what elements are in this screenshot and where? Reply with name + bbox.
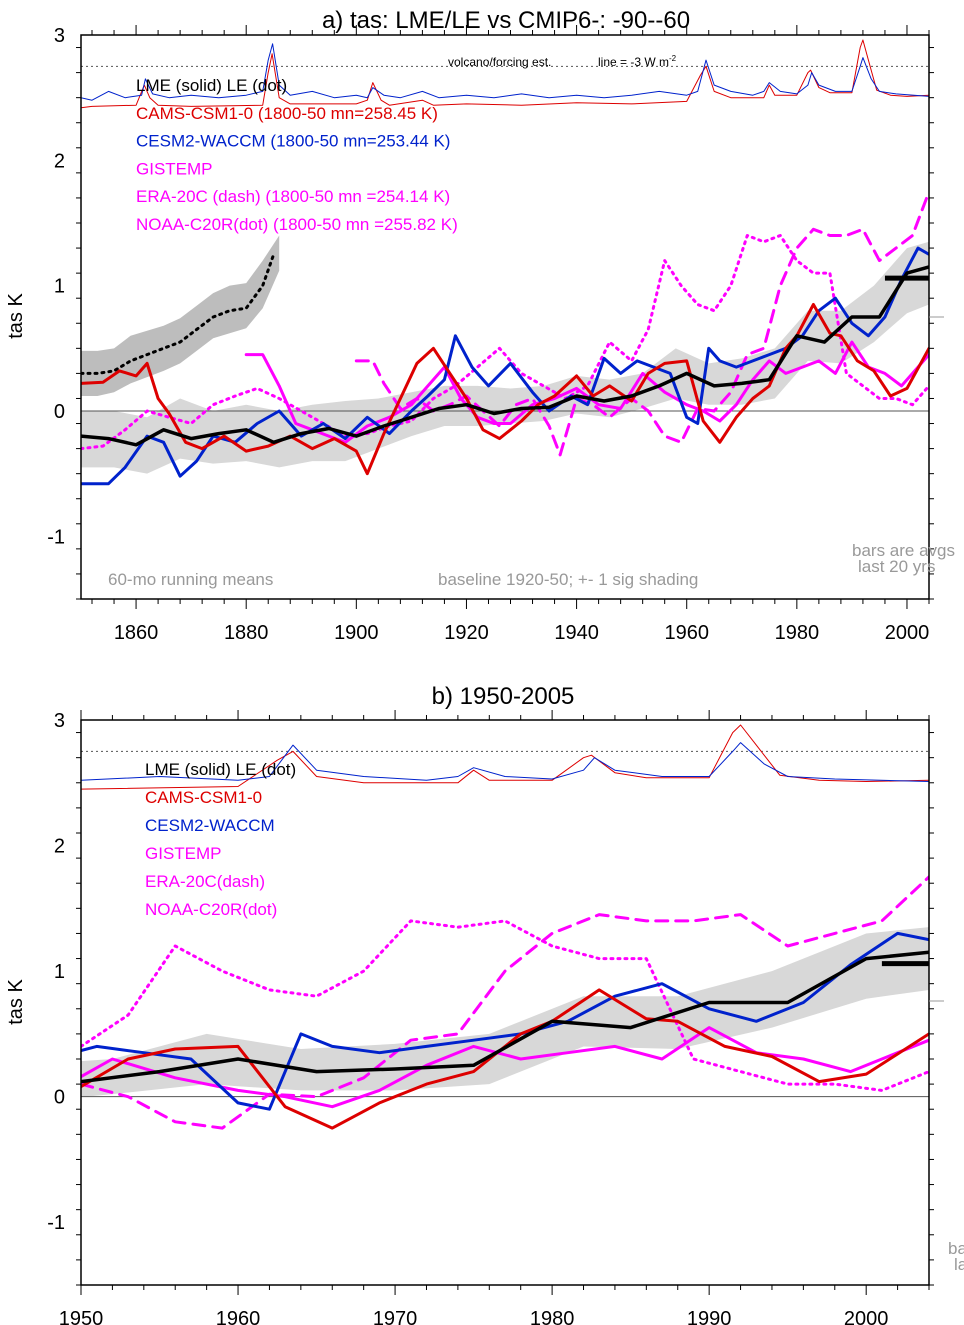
panel-a-series [81,39,929,486]
x-tick-label: 1960 [216,1308,261,1325]
panel-b: b) 1950-2005 tas K 1950 1960 1970 1980 1990 2… [5,683,964,1325]
panel-b-legend: LME (solid) LE (dot) CAMS-CSM1-0 CESM2-WAC… [145,760,296,919]
legend-item: ERA-20C (dash) (1800-50 mn =254.14 K) [136,187,450,206]
x-tick-label: 1990 [687,1308,732,1325]
x-tick-label: 1980 [530,1308,575,1325]
panel-a-title: a) tas: LME/LE vs CMIP6-: -90--60 [322,7,690,34]
panel-a-ylabel: tas K [5,293,27,339]
y-tick-label: 0 [54,1087,65,1109]
panel-b-series [81,724,929,1130]
series-cesm2-waccm [81,931,929,1111]
shade-lme-1-sig [81,241,929,474]
legend-item: CESM2-WACCM [145,816,275,835]
legend-item: NOAA-C20R(dot) (1800-50 mn =255.82 K) [136,215,458,234]
series-lme-solid [81,265,929,447]
panel-a-note-line: line = -3 W m-2 [598,54,677,69]
series-le-dot [81,252,276,375]
x-tick-label: 2000 [885,622,930,644]
series-noaa-c20r-dot [81,234,929,451]
y-tick-label: 3 [54,25,65,47]
x-tick-label: 1900 [334,622,379,644]
legend-item: GISTEMP [136,159,213,178]
x-tick-label: 1880 [224,622,269,644]
legend-item: CESM2-WACCM (1800-50 mn=253.44 K) [136,132,450,151]
panel-a-note-line-sup: -2 [669,54,677,63]
legend-item: CAMS-CSM1-0 (1800-50 mn=258.45 K) [136,104,438,123]
legend-item: CAMS-CSM1-0 [145,788,262,807]
y-tick-label: 2 [54,836,65,858]
panel-a-note-bars-1: bars are avgs [852,541,955,560]
y-tick-label: 1 [54,276,65,298]
y-tick-label: 3 [54,710,65,732]
panel-a-note-bars-2: last 20 yrs [858,557,935,576]
series-gistemp [81,1026,929,1109]
panel-b-frame [80,719,930,1286]
panel-b-ylabel: tas K [5,979,27,1025]
legend-item: GISTEMP [145,844,222,863]
x-tick-label: 1940 [554,622,599,644]
panel-a-ticks: 1860 1880 1900 1920 1940 1960 1980 2000 -1 0 1 2 3 [47,25,934,644]
y-tick-label: 0 [54,401,65,423]
y-tick-label: -1 [47,526,65,548]
series-cams-csm1-0 [81,988,929,1130]
legend-item: LME (solid) LE (dot) [136,76,287,95]
legend-item: LME (solid) LE (dot) [145,760,296,779]
series-cams-csm1-0-forcing [81,39,929,109]
x-tick-label: 1980 [775,622,820,644]
panel-a-note-baseline: baseline 1920-50; +- 1 sig shading [438,570,698,589]
series-lme-solid [81,950,929,1084]
y-tick-label: 2 [54,150,65,172]
x-tick-label: 1950 [59,1308,104,1325]
series-cesm2-waccm-forcing [81,43,929,101]
x-tick-label: 1860 [114,622,159,644]
x-tick-label: 1920 [444,622,489,644]
series-era-20c-dash [81,875,929,1130]
panel-a-note-line-text: line = -3 W m [598,55,669,69]
panel-b-note-bars-2: la [954,1255,964,1274]
y-tick-label: 1 [54,961,65,983]
panel-a-note-volcano: volcano/forcing est. [448,55,551,69]
y-tick-label: -1 [47,1212,65,1234]
panel-a-legend: LME (solid) LE (dot) CAMS-CSM1-0 (1800-50… [136,76,458,234]
x-tick-label: 2000 [844,1308,889,1325]
panel-b-ticks: 1950 1960 1970 1980 1990 2000 -1 0 1 2 3 [47,710,934,1325]
shade-lme-1-sig [81,927,929,1098]
shade-le-1-sig [81,235,280,396]
panel-a: a) tas: LME/LE vs CMIP6-: -90--60 tas K … [5,7,955,644]
series-cams-csm1-0-forcing [81,724,929,790]
legend-item: NOAA-C20R(dot) [145,900,277,919]
series-noaa-c20r-dot [81,919,929,1092]
panel-b-note-bars-1: ba [948,1239,964,1258]
series-cesm2-waccm-forcing [81,742,929,782]
x-tick-label: 1960 [664,622,709,644]
x-tick-label: 1970 [373,1308,418,1325]
legend-item: ERA-20C(dash) [145,872,265,891]
panel-a-note-running: 60-mo running means [108,570,273,589]
panel-b-title: b) 1950-2005 [432,683,575,710]
